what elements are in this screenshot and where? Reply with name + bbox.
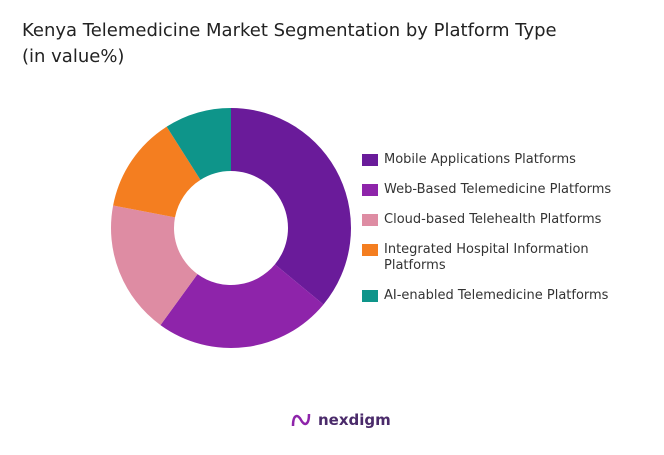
chart-title: Kenya Telemedicine Market Segmentation b…: [22, 20, 557, 67]
logo: nexdigm: [290, 410, 391, 430]
logo-text: nexdigm: [318, 411, 391, 429]
legend: Mobile Applications Platforms Web-Based T…: [362, 152, 652, 318]
legend-item: Integrated Hospital Information Platform…: [362, 242, 652, 274]
donut-segment: [231, 108, 351, 305]
legend-swatch: [362, 290, 378, 302]
donut-segment: [160, 264, 324, 348]
legend-swatch: [362, 244, 378, 256]
legend-swatch: [362, 184, 378, 196]
legend-swatch: [362, 154, 378, 166]
donut-segment: [166, 108, 231, 180]
legend-label: Integrated Hospital Information Platform…: [384, 242, 589, 273]
legend-label: Web-Based Telemedicine Platforms: [384, 182, 612, 197]
donut-segment: [111, 205, 198, 326]
legend-swatch: [362, 214, 378, 226]
logo-icon: [291, 413, 311, 427]
legend-label: Cloud-based Telehealth Platforms: [384, 212, 602, 227]
legend-item: Mobile Applications Platforms: [362, 152, 652, 168]
legend-item: Web-Based Telemedicine Platforms: [362, 182, 652, 198]
legend-item: AI-enabled Telemedicine Platforms: [362, 288, 652, 304]
donut-segment: [113, 126, 201, 218]
legend-label: Mobile Applications Platforms: [384, 152, 576, 167]
legend-item: Cloud-based Telehealth Platforms: [362, 212, 652, 228]
legend-label: AI-enabled Telemedicine Platforms: [384, 288, 609, 303]
